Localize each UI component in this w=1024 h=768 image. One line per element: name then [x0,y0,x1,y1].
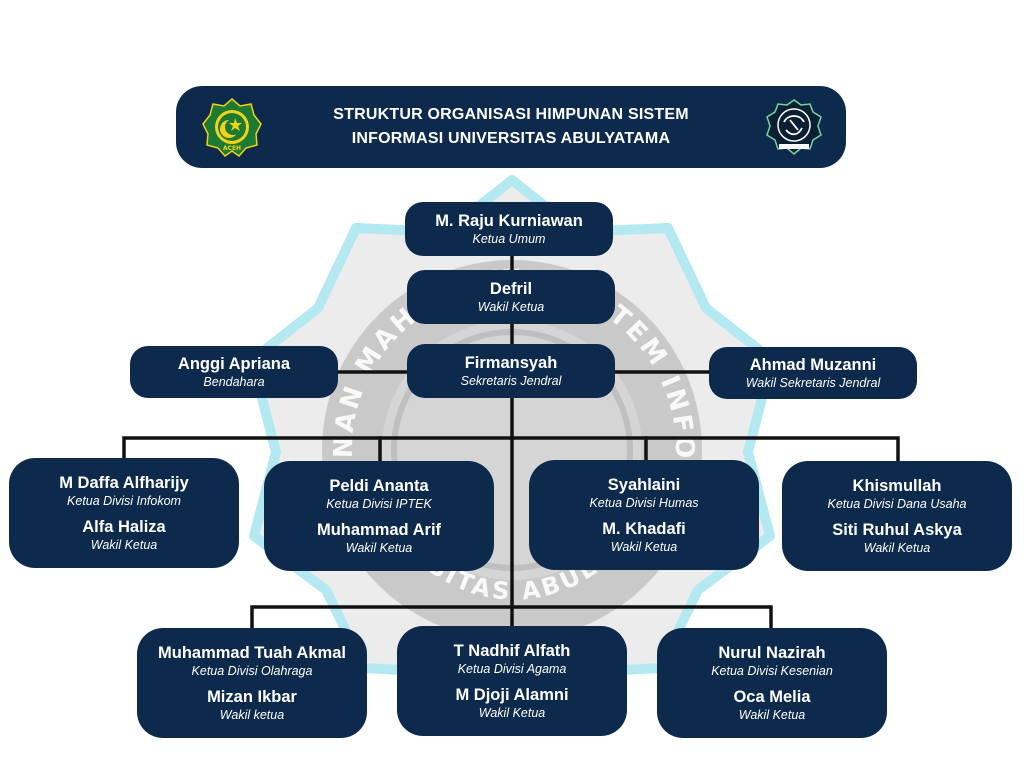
node-division-olahraga: Muhammad Tuah Akmal Ketua Divisi Olahrag… [137,628,367,738]
division-head-name: T Nadhif Alfath [453,642,571,660]
division-head-name: Muhammad Tuah Akmal [158,644,346,662]
division-head-name: Khismullah [852,477,942,495]
node-division-kesenian: Nurul Nazirah Ketua Divisi Kesenian Oca … [657,628,887,738]
division-deputy-role: Wakil Ketua [610,540,678,554]
node-wakil-sekretaris: Ahmad Muzanni Wakil Sekretaris Jendral [709,347,917,399]
division-head-role: Ketua Divisi Agama [457,662,567,676]
division-head-role: Ketua Divisi Olahraga [191,664,313,678]
division-head-name: Peldi Ananta [329,477,429,495]
svg-text:ACEH: ACEH [223,145,241,152]
node-division-infokom: M Daffa Alfharijy Ketua Divisi Infokom A… [9,458,239,568]
node-wakil-ketua: Defril Wakil Ketua [407,270,615,324]
node-division-iptek: Peldi Ananta Ketua Divisi IPTEK Muhammad… [264,461,494,571]
connector-division-row1 [122,436,900,472]
page-title: STRUKTUR ORGANISASI HIMPUNAN SISTEM INFO… [333,103,688,151]
university-logo-icon: ACEH [202,98,262,158]
member-name: Firmansyah [464,354,558,372]
division-head-role: Ketua Divisi Dana Usaha [827,497,967,511]
division-deputy-role: Wakil Ketua [863,541,931,555]
division-deputy-name: M. Khadafi [602,520,686,538]
member-role: Bendahara [203,375,265,389]
division-deputy-name: Muhammad Arif [316,521,442,539]
division-head-role: Ketua Divisi Kesenian [711,664,833,678]
division-deputy-name: M Djoji Alamni [455,686,569,704]
member-name: Ahmad Muzanni [749,356,877,374]
division-head-role: Ketua Divisi IPTEK [326,497,432,511]
member-role: Wakil Ketua [477,300,545,314]
page-title-line-1: STRUKTUR ORGANISASI HIMPUNAN SISTEM [333,106,689,123]
division-deputy-role: Wakil Ketua [738,708,806,722]
division-deputy-role: Wakil Ketua [345,541,413,555]
member-name: M. Raju Kurniawan [435,212,583,230]
node-sekretaris-jendral: Firmansyah Sekretaris Jendral [407,344,615,398]
division-deputy-name: Mizan Ikbar [207,688,297,706]
node-ketua-umum: M. Raju Kurniawan Ketua Umum [405,202,613,256]
division-deputy-role: Wakil Ketua [478,706,546,720]
division-head-name: M Daffa Alfharijy [59,474,189,492]
division-deputy-role: Wakil Ketua [90,538,158,552]
page-title-line-2: INFORMASI UNIVERSITAS ABULYATAMA [351,130,671,147]
division-head-name: Syahlaini [607,476,681,494]
member-role: Sekretaris Jendral [460,374,562,388]
division-head-role: Ketua Divisi Humas [589,496,699,510]
member-role: Wakil Sekretaris Jendral [745,376,881,390]
member-name: Defril [489,280,533,298]
division-head-name: Nurul Nazirah [718,644,826,662]
division-deputy-name: Oca Melia [733,688,811,706]
association-logo-icon [766,99,822,155]
connector-division-row2 [250,605,773,642]
division-deputy-name: Alfa Haliza [82,518,166,536]
division-deputy-name: Siti Ruhul Askya [832,521,962,539]
node-division-humas: Syahlaini Ketua Divisi Humas M. Khadafi … [529,460,759,570]
division-head-role: Ketua Divisi Infokom [67,494,181,508]
member-name: Anggi Apriana [177,355,291,373]
node-division-agama: T Nadhif Alfath Ketua Divisi Agama M Djo… [397,626,627,736]
division-deputy-role: Wakil ketua [219,708,285,722]
member-role: Ketua Umum [472,232,546,246]
header-banner: ACEH STRUKTUR ORGANISASI HIMPUNAN SISTEM… [176,86,846,168]
node-bendahara: Anggi Apriana Bendahara [130,346,338,398]
node-division-dana-usaha: Khismullah Ketua Divisi Dana Usaha Siti … [782,461,1012,571]
